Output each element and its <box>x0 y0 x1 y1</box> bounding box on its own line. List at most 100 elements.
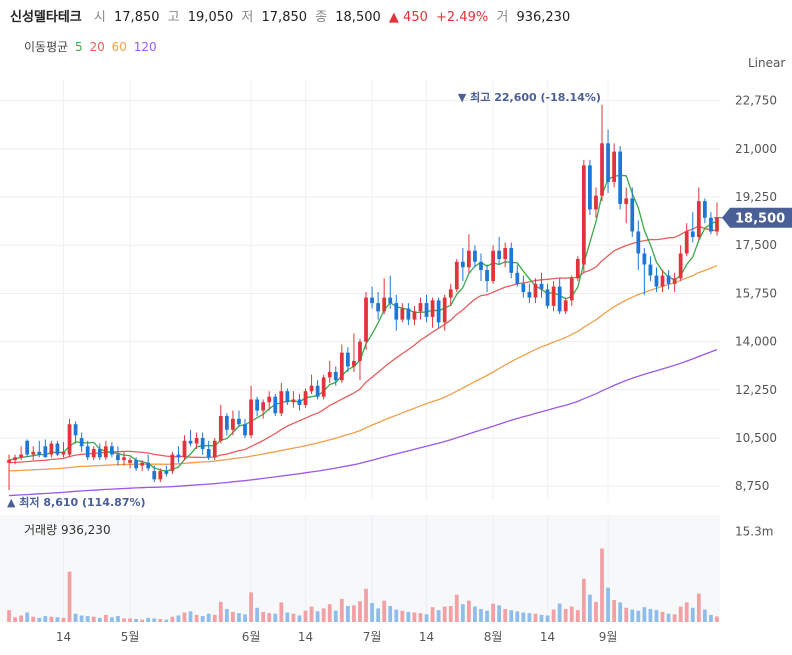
candle-body <box>116 454 120 461</box>
volume-bar <box>648 608 653 622</box>
ma-20-label[interactable]: 20 <box>89 40 105 54</box>
volume-bar <box>460 604 465 622</box>
volume-bar <box>612 600 616 622</box>
candle-body <box>13 457 17 461</box>
volume-bar <box>352 605 356 622</box>
y-tick-label: 14,000 <box>735 335 777 349</box>
candle-body <box>666 275 671 284</box>
volume-bar <box>49 616 54 622</box>
close-value: 18,500 <box>335 10 381 25</box>
candle-body <box>394 303 399 320</box>
candle-body <box>200 438 205 450</box>
volume-bar <box>158 619 163 622</box>
volume-bar <box>146 617 151 622</box>
x-tick-label: 5월 <box>121 630 140 644</box>
min-price-annotation: ▲ 최저 8,610 (114.87%) <box>7 495 146 509</box>
volume-bar <box>557 603 562 622</box>
volume-bar <box>273 613 278 622</box>
volume-tick-label: 15.3m <box>735 524 773 538</box>
low-value: 17,850 <box>261 10 308 25</box>
candle-body <box>49 443 54 455</box>
volume-bar <box>581 578 586 622</box>
volume-bar <box>563 608 568 622</box>
candle-body <box>249 399 253 436</box>
volume-bar <box>594 601 598 622</box>
volume-bar <box>182 612 187 622</box>
volume-bar <box>128 618 132 622</box>
candle-body <box>503 248 508 260</box>
candle-body <box>581 165 586 265</box>
volume-bar <box>539 614 544 622</box>
volume-bar <box>630 609 635 622</box>
volume-bar <box>164 619 169 622</box>
ma-60-label[interactable]: 60 <box>111 40 127 54</box>
max-price-annotation: ▼ 최고 22,600 (-18.14%) <box>458 90 601 104</box>
stock-name: 신성델타테크 <box>10 10 82 25</box>
volume-bar <box>170 616 175 622</box>
candle-body <box>521 283 526 293</box>
volume-bar <box>231 611 235 622</box>
high-label: 고 <box>167 10 180 25</box>
volume-bar <box>7 610 11 622</box>
volume-bar <box>279 602 284 622</box>
candle-body <box>715 217 719 232</box>
volume-panel-label: 거래량 936,230 <box>24 521 111 538</box>
volume-bar <box>527 613 532 622</box>
candle-body <box>545 289 550 306</box>
candle-body <box>594 195 598 210</box>
ma-5-label[interactable]: 5 <box>75 40 83 54</box>
y-tick-label: 22,750 <box>735 94 777 108</box>
ma-legend-label: 이동평균 <box>24 40 69 54</box>
volume-bar <box>436 610 441 622</box>
volume-bar <box>315 611 320 622</box>
candle-body <box>43 446 48 458</box>
volume-bar <box>394 609 399 622</box>
volume-bar <box>600 548 604 622</box>
candle-body <box>406 308 411 320</box>
volume-bar <box>237 613 241 622</box>
candle-body <box>134 460 138 469</box>
candle-body <box>37 451 42 455</box>
volume-bar <box>206 613 211 622</box>
scale-toggle-button[interactable]: Linear <box>748 56 786 70</box>
y-tick-label: 15,750 <box>735 286 777 300</box>
volume-bar <box>690 607 695 622</box>
candle-body <box>467 250 471 268</box>
volume-bar <box>212 614 217 622</box>
candle-body <box>364 297 368 342</box>
candle-body <box>267 396 272 403</box>
volume-bar <box>376 608 381 622</box>
candle-body <box>309 385 314 392</box>
change-up-icon: ▲ <box>388 10 399 25</box>
candle-body <box>557 286 562 312</box>
volume-bar <box>358 601 362 622</box>
volume-bar <box>327 604 332 622</box>
volume-bar <box>134 619 138 622</box>
candle-body <box>146 462 151 469</box>
candle-body <box>218 416 223 441</box>
volume-bar <box>412 612 417 622</box>
volume-bar <box>370 603 374 622</box>
y-tick-label: 8,750 <box>735 479 769 493</box>
candle-body <box>539 283 544 290</box>
x-tick-label: 7월 <box>363 630 382 644</box>
volume-bar <box>25 612 30 622</box>
candle-body <box>224 416 229 430</box>
volume-panel-title: 거래량 <box>24 523 58 537</box>
x-tick-label: 14 <box>56 630 71 644</box>
price-panel-bg <box>0 80 720 500</box>
stock-header: 신성델타테크 시 17,850 고 19,050 저 17,850 종 18,5… <box>10 6 574 25</box>
volume-bar <box>503 608 508 622</box>
volume-bar <box>678 606 683 622</box>
ma-120-label[interactable]: 120 <box>133 40 157 54</box>
candle-body <box>352 360 356 367</box>
volume-bar <box>467 600 471 622</box>
volume-bar <box>430 607 435 622</box>
candle-body <box>212 440 217 458</box>
volume-bar <box>267 613 272 622</box>
candle-body <box>303 391 308 405</box>
candle-body <box>491 250 495 282</box>
candle-body <box>485 270 489 282</box>
candle-body <box>188 440 193 444</box>
